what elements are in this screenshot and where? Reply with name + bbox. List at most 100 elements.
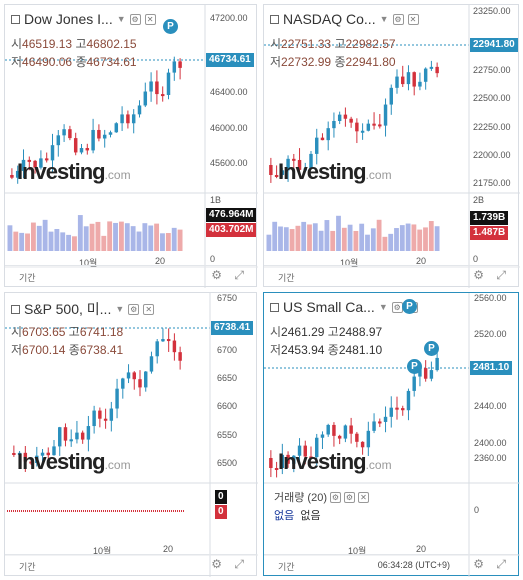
candle-body [343, 114, 348, 119]
volume-bar [72, 236, 77, 251]
dow-vol-tag: 476.964M [206, 208, 257, 222]
chevron-down-icon[interactable]: ▼ [116, 14, 126, 24]
candle-body [91, 129, 95, 151]
settings-icon[interactable]: ⚙ [128, 303, 140, 315]
nasdaq-volume-bars [266, 215, 440, 251]
nasdaq-title[interactable]: NASDAQ Co... [283, 11, 376, 27]
collapse-icon[interactable] [11, 14, 20, 24]
candle-body [389, 407, 393, 417]
candle-body [10, 175, 14, 178]
dow-p-badge[interactable]: P [163, 19, 178, 34]
close-icon[interactable]: ✕ [143, 303, 155, 315]
settings-icon[interactable]: ⚙ [329, 491, 341, 503]
nasdaq-vol-axis-label: 0 [473, 254, 479, 264]
dow-chart-canvas [5, 5, 258, 288]
candle-body [429, 370, 434, 379]
russell-vol-axis-label: 0 [474, 505, 480, 515]
sp500-day-label: 20 [163, 544, 174, 554]
volume-bar [30, 222, 36, 251]
volume-bar [289, 229, 295, 251]
candle-body [172, 340, 177, 353]
candle-body [92, 410, 96, 427]
candle-body [326, 424, 330, 435]
candle-body [286, 454, 290, 464]
chart-panel-dow[interactable]: Dow Jones I... ▼ ⚙ ✕ P 시46519.13 고46802.… [4, 4, 258, 288]
russell-p-badge[interactable]: P [407, 359, 422, 374]
nasdaq-axis-label: 22750.00 [473, 65, 511, 75]
russell-ohlc-row2: 저2453.94 종2481.10 [270, 343, 383, 357]
volume-bar [359, 223, 365, 251]
gear-icon[interactable]: ⚙ [211, 268, 222, 282]
period-button[interactable]: 기간 [19, 273, 36, 283]
volume-bar [77, 215, 83, 251]
candle-body [355, 122, 359, 132]
nasdaq-day-label: 20 [416, 256, 427, 266]
chart-panel-sp500[interactable]: S&P 500, 미... ▼ ⚙ ✕ 시6703.65 고6741.18 저6… [4, 292, 258, 577]
chevron-down-icon[interactable]: ▼ [378, 302, 388, 312]
collapse-icon[interactable] [11, 304, 20, 314]
candle-body [97, 129, 101, 139]
candle-body [309, 153, 313, 169]
candle-body [149, 81, 153, 92]
volume-bar [36, 225, 42, 251]
russell-chart-canvas [264, 293, 520, 577]
expand-icon[interactable]: ⤢ [496, 557, 506, 571]
settings-icon[interactable]: ⚙ [129, 13, 141, 25]
clock-readout: 06:34:28 (UTC+9) [377, 560, 450, 570]
chart-panel-russell[interactable]: US Small Ca... ▼ ⚙ ✕ P P P 시2461.29 고248… [263, 292, 520, 577]
dow-vol-axis-label: 1B [210, 195, 222, 205]
russell-axis-label: 2400.00 [474, 438, 507, 448]
candle-body [406, 72, 411, 85]
dow-title[interactable]: Dow Jones I... [24, 11, 113, 27]
candle-body [418, 81, 422, 87]
period-button[interactable]: 기간 [278, 562, 295, 572]
close-icon[interactable]: ✕ [407, 13, 419, 25]
candle-body [40, 452, 45, 456]
expand-icon[interactable]: ⤢ [234, 557, 244, 571]
gear-icon[interactable]: ⚙ [473, 268, 484, 282]
russell-month-label: 10월 [348, 546, 367, 556]
volume-bar [95, 221, 101, 251]
russell-axis-label: 2520.00 [474, 329, 507, 339]
collapse-icon[interactable] [270, 302, 279, 312]
expand-icon[interactable]: ⤢ [496, 268, 506, 282]
candle-body [120, 114, 124, 124]
candle-body [75, 432, 79, 440]
russell-title[interactable]: US Small Ca... [283, 299, 375, 315]
volume-bar [428, 221, 434, 251]
candle-body [303, 445, 307, 457]
period-button[interactable]: 기간 [278, 273, 295, 283]
collapse-icon[interactable] [270, 14, 279, 24]
russell-p-badge[interactable]: P [402, 299, 417, 314]
candle-body [435, 357, 439, 371]
nasdaq-title-bar: NASDAQ Co... ▼ ⚙ ✕ [270, 11, 419, 27]
expand-icon[interactable]: ⤢ [234, 268, 244, 282]
dow-price-tag: 46734.61 [206, 53, 254, 67]
close-icon[interactable]: ✕ [144, 13, 156, 25]
close-icon[interactable]: ✕ [357, 491, 369, 503]
gear-icon[interactable]: ⚙ [473, 557, 484, 571]
volume-bar [399, 225, 405, 251]
gear-icon[interactable]: ⚙ [343, 491, 355, 503]
gear-icon[interactable]: ⚙ [211, 557, 222, 571]
volume-bar [417, 229, 423, 251]
candle-body [172, 61, 177, 73]
settings-icon[interactable]: ⚙ [392, 13, 404, 25]
candle-body [109, 408, 114, 421]
period-button[interactable]: 기간 [19, 562, 36, 572]
sp500-month-label: 10월 [93, 546, 112, 556]
candle-body [52, 446, 56, 456]
volume-bar [113, 222, 118, 251]
candle-body [63, 427, 68, 441]
russell-ohlc-row1: 시2461.29 고2488.97 [270, 325, 383, 339]
chart-panel-nasdaq[interactable]: NASDAQ Co... ▼ ⚙ ✕ 시22751.33 고22982.57 저… [263, 4, 520, 288]
volume-bar [13, 231, 19, 251]
nasdaq-vol-tag: 1.487B [470, 226, 509, 240]
sp500-title[interactable]: S&P 500, 미... [24, 301, 112, 317]
candle-body [126, 114, 130, 124]
russell-axis-label: 2360.00 [474, 453, 507, 463]
chevron-down-icon[interactable]: ▼ [379, 14, 389, 24]
candle-body [309, 456, 313, 459]
russell-p-badge[interactable]: P [424, 341, 439, 356]
chevron-down-icon[interactable]: ▼ [115, 304, 125, 314]
